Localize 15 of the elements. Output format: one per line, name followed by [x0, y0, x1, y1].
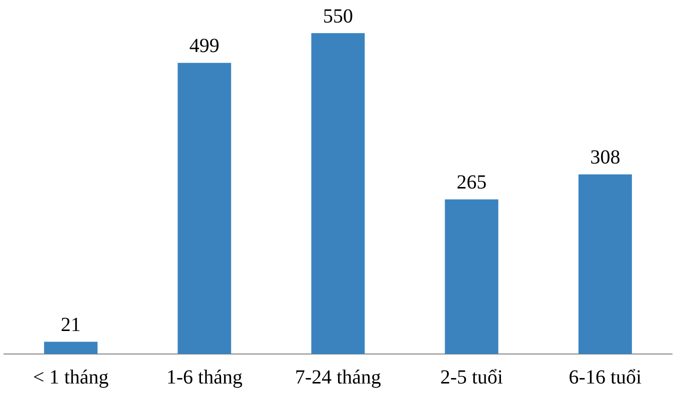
x-tick-label: < 1 tháng	[32, 366, 109, 388]
x-tick-label: 1-6 tháng	[166, 366, 242, 388]
x-tick-label: 2-5 tuổi	[440, 366, 504, 388]
data-label: 308	[590, 146, 620, 169]
data-label: 499	[189, 35, 220, 58]
bar	[311, 33, 365, 354]
bar	[44, 342, 98, 354]
bar	[178, 62, 232, 354]
data-label: 265	[456, 172, 487, 194]
data-label: 21	[60, 314, 81, 336]
x-tick-label: 7-24 tháng	[294, 366, 382, 388]
bar	[578, 174, 632, 354]
data-label: 550	[323, 5, 353, 28]
x-tick-label: 6-16 tuổi	[568, 366, 642, 388]
bar	[444, 199, 498, 354]
